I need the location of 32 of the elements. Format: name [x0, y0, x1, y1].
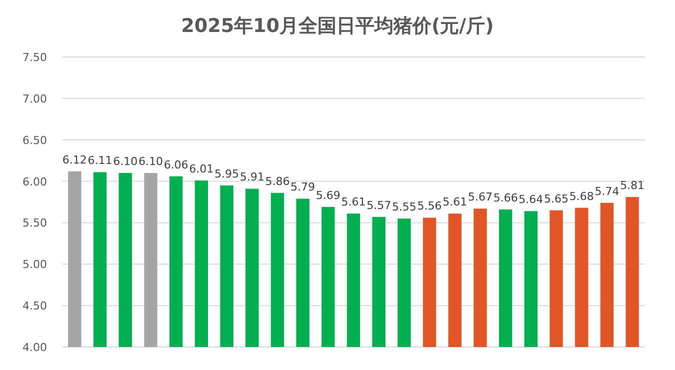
chart-title: 2025年10月全国日平均猪价(元/斤): [181, 15, 494, 37]
data-label: 5.57: [366, 198, 392, 212]
y-tick-label: 5.50: [22, 216, 47, 230]
y-tick-label: 6.50: [22, 134, 47, 147]
data-label: 5.69: [316, 188, 340, 202]
data-label: 6.10: [113, 155, 138, 168]
y-tick-label: 7.50: [22, 51, 47, 64]
data-label: 5.74: [594, 184, 620, 198]
data-label: 5.79: [290, 180, 316, 194]
y-tick-label: 6.00: [22, 175, 47, 188]
y-tick-label: 5.00: [22, 258, 47, 272]
data-label: 5.61: [341, 196, 366, 209]
data-label: 5.67: [468, 190, 492, 204]
y-tick-label: 4.50: [22, 300, 47, 313]
data-label: 5.61: [442, 196, 468, 209]
data-label: 5.86: [265, 174, 290, 188]
data-label: 6.11: [88, 154, 112, 168]
data-label: 5.65: [544, 192, 569, 206]
data-label: 5.91: [240, 170, 264, 184]
data-label: 5.64: [518, 193, 544, 206]
data-label: 5.95: [214, 167, 240, 180]
data-label: 5.81: [620, 179, 645, 192]
data-label: 6.06: [164, 158, 188, 172]
data-label: 5.56: [417, 200, 442, 213]
data-label: 5.68: [569, 190, 594, 203]
y-tick-label: 7.00: [22, 92, 47, 106]
data-label: 6.12: [62, 153, 87, 166]
data-label: 5.66: [493, 191, 518, 204]
data-label: 6.01: [189, 162, 214, 176]
data-label: 6.10: [138, 155, 163, 168]
data-label: 5.55: [392, 200, 416, 214]
y-tick-label: 4.00: [22, 341, 47, 354]
